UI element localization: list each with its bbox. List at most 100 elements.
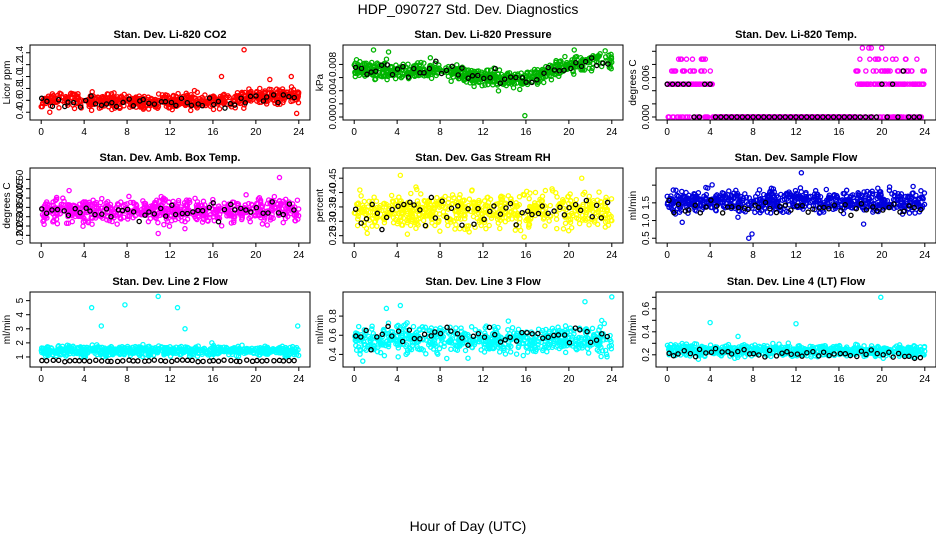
x-tick-label: 0: [351, 374, 357, 385]
data-point: [45, 95, 51, 101]
data-point: [701, 68, 708, 74]
black-point: [275, 99, 281, 106]
panel-title: Stan. Dev. Gas Stream RH: [415, 152, 551, 164]
data-point: [602, 48, 608, 54]
y-axis-label: degrees C: [2, 182, 13, 228]
data-point: [863, 68, 869, 74]
data-point: [509, 216, 515, 222]
y-tick-label: 0.20: [15, 225, 26, 245]
black-point: [868, 114, 874, 120]
black-point: [916, 114, 923, 120]
data-point: [526, 195, 532, 202]
black-point: [44, 98, 50, 105]
data-point: [469, 187, 475, 193]
x-tick-label: 4: [707, 250, 713, 261]
y-tick-label: 5: [15, 297, 26, 303]
black-point: [200, 358, 206, 365]
data-point: [699, 68, 705, 74]
data-point: [246, 90, 253, 96]
data-point: [370, 47, 377, 53]
data-point: [608, 56, 615, 62]
black-point: [593, 62, 600, 69]
data-point: [169, 106, 175, 113]
black-point: [280, 92, 287, 98]
data-point: [434, 194, 440, 201]
data-point: [681, 68, 688, 74]
data-point: [253, 200, 260, 207]
data-point: [352, 73, 359, 80]
black-point: [55, 97, 62, 103]
data-point: [560, 226, 567, 232]
x-tick-label: 0: [351, 127, 357, 138]
data-point: [497, 225, 503, 232]
x-tick-label: 12: [164, 250, 176, 261]
data-point: [218, 223, 225, 229]
black-point: [247, 93, 254, 100]
x-tick-label: 24: [606, 374, 618, 385]
black-point: [578, 63, 585, 70]
data-point: [705, 114, 711, 120]
x-tick-label: 8: [124, 250, 130, 261]
data-point: [294, 323, 301, 329]
black-point: [534, 77, 540, 83]
data-point: [400, 215, 407, 221]
black-point: [582, 58, 589, 65]
black-point: [291, 94, 297, 101]
data-point: [188, 107, 194, 114]
x-tick-label: 12: [790, 250, 802, 261]
data-point: [68, 90, 74, 97]
black-point: [841, 114, 848, 120]
data-point: [875, 185, 881, 191]
black-point: [77, 104, 84, 110]
data-point: [486, 222, 492, 229]
data-point: [448, 78, 454, 85]
data-point: [672, 68, 679, 74]
black-point: [911, 114, 917, 120]
data-point: [199, 219, 206, 225]
black-point: [545, 64, 551, 71]
black-point: [126, 357, 132, 363]
black-point: [836, 114, 842, 120]
black-point: [507, 74, 514, 80]
black-point: [373, 68, 379, 74]
data-point: [445, 199, 452, 206]
y-tick-label: 0.45: [328, 168, 339, 188]
data-point: [205, 218, 211, 224]
black-point: [62, 103, 68, 110]
data-point: [887, 68, 893, 74]
black-point: [728, 114, 735, 120]
black-point: [98, 358, 105, 364]
x-tick-label: 12: [164, 127, 176, 138]
data-point: [405, 61, 411, 67]
data-point: [471, 83, 477, 90]
y-tick-label: 0.8: [328, 309, 339, 323]
data-point: [174, 304, 181, 311]
black-point: [389, 71, 396, 78]
data-points: [664, 170, 928, 241]
data-point: [867, 56, 873, 62]
data-point: [210, 106, 217, 113]
data-point: [886, 184, 893, 190]
data-point: [421, 60, 427, 66]
black-point: [364, 71, 370, 78]
data-point: [586, 65, 592, 72]
panel-title: Stan. Dev. Line 2 Flow: [112, 276, 228, 288]
y-tick-label: 3: [15, 326, 26, 332]
black-point: [82, 97, 89, 104]
black-point: [379, 226, 385, 233]
y-tick-label: 0.40: [15, 188, 26, 208]
x-tick-label: 24: [293, 250, 305, 261]
black-point: [604, 199, 611, 206]
data-point: [578, 175, 585, 181]
black-point: [162, 98, 169, 105]
data-point: [122, 302, 128, 308]
black-point: [513, 74, 519, 81]
black-point: [519, 74, 526, 81]
x-tick-label: 4: [81, 127, 87, 138]
y-axis-label: percent: [315, 189, 326, 223]
data-point: [374, 223, 380, 229]
data-point: [742, 191, 748, 197]
x-tick-label: 8: [124, 374, 130, 385]
data-point: [554, 61, 560, 68]
data-point: [192, 195, 198, 202]
